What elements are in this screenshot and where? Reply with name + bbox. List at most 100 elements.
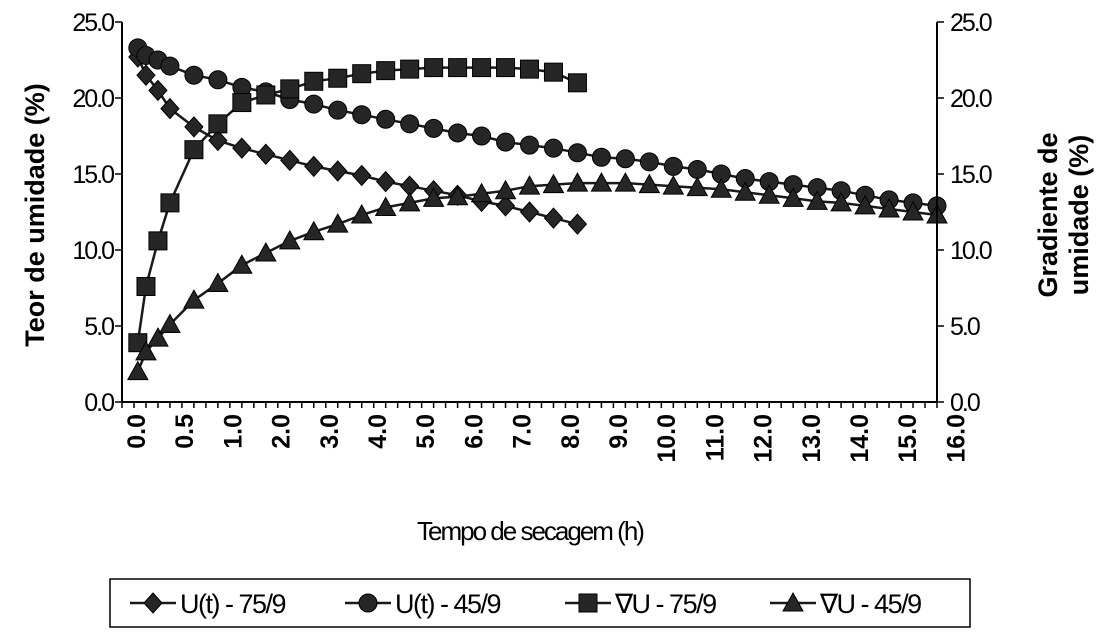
- data-point-triangle: [830, 191, 852, 212]
- data-point-diamond: [567, 213, 588, 235]
- data-point-circle: [543, 138, 563, 158]
- data-point-square: [136, 276, 156, 296]
- x-tick-label: 0.0: [123, 414, 151, 449]
- data-point-square: [256, 85, 276, 105]
- data-point-triangle: [422, 187, 445, 207]
- series-triangle: [126, 172, 948, 381]
- data-point-circle: [208, 70, 228, 90]
- x-tick-label: 0.5: [171, 414, 199, 449]
- data-point-triangle: [374, 196, 397, 216]
- data-point-triangle: [231, 254, 253, 274]
- data-point-diamond: [256, 143, 276, 165]
- data-point-triangle: [470, 182, 493, 203]
- data-point-triangle: [147, 327, 169, 347]
- data-point-circle: [567, 143, 587, 163]
- data-point-diamond: [352, 164, 372, 187]
- data-point-circle: [496, 132, 516, 152]
- data-point-diamond: [148, 79, 168, 102]
- axis-labels: Teor de umidade (%) Gradiente de umidade…: [20, 83, 1094, 546]
- x-axis-title: Tempo de secagem (h): [417, 516, 644, 546]
- data-point-square: [280, 79, 300, 99]
- data-point-square: [232, 93, 252, 113]
- y-tick-label-right: 20.0: [950, 85, 992, 113]
- legend-label: ∇U - 45/9: [819, 589, 921, 619]
- data-point-triangle: [782, 187, 805, 207]
- data-point-circle: [663, 156, 683, 176]
- legend-label: ∇U - 75/9: [614, 589, 716, 619]
- data-point-triangle: [662, 175, 685, 195]
- legend-box: [109, 578, 971, 628]
- data-point-square: [148, 231, 168, 251]
- data-point-triangle: [326, 213, 349, 233]
- data-point-triangle: [710, 178, 733, 198]
- data-point-triangle: [135, 340, 157, 361]
- data-point-triangle: [446, 185, 469, 206]
- data-point-diamond: [184, 116, 204, 138]
- data-point-triangle: [902, 200, 924, 221]
- x-tick-label: 4.0: [364, 414, 392, 449]
- data-point-triangle: [566, 172, 589, 192]
- plot-area: [126, 38, 948, 381]
- axes: 0.0 0.0 5.0 5.0 10.0 10.0 15.0 15.0 20.0 20.0 25.0…: [72, 9, 993, 463]
- x-tick-label: 5.0: [412, 414, 440, 449]
- data-point-diamond: [543, 207, 564, 229]
- y-tick-label-left: 5.0: [84, 313, 114, 341]
- y-tick-label-right: 10.0: [950, 237, 992, 265]
- data-point-circle: [328, 100, 348, 120]
- y-axis-left-title: Teor de umidade (%): [20, 83, 50, 347]
- data-point-square: [567, 73, 587, 93]
- legend-marker-diamond: [143, 592, 163, 614]
- data-point-triangle: [614, 172, 637, 192]
- legend-marker-circle: [358, 593, 378, 613]
- data-point-diamond: [160, 97, 180, 120]
- y-tick-label-left: 20.0: [72, 85, 114, 113]
- series-circle: [128, 38, 947, 216]
- data-point-square: [448, 58, 468, 78]
- data-point-circle: [304, 94, 324, 114]
- data-point-square: [472, 58, 492, 78]
- y-tick-label-right: 15.0: [950, 161, 992, 189]
- data-point-triangle: [302, 220, 325, 241]
- legend-label: U(t) - 75/9: [180, 589, 286, 619]
- data-point-square: [520, 59, 539, 79]
- y-tick-label-right: 25.0: [950, 9, 992, 37]
- data-point-circle: [184, 65, 204, 85]
- data-point-circle: [687, 159, 707, 179]
- data-point-square: [160, 193, 180, 213]
- data-point-square: [496, 58, 516, 78]
- data-point-diamond: [495, 195, 516, 217]
- data-point-diamond: [136, 64, 156, 86]
- x-tick-label: 14.0: [846, 414, 874, 463]
- data-point-triangle: [734, 181, 757, 201]
- data-point-diamond: [208, 129, 228, 152]
- y-tick-label-left: 0.0: [84, 389, 114, 417]
- data-point-square: [400, 59, 420, 79]
- x-tick-label: 7.0: [509, 414, 537, 449]
- x-tick-label: 8.0: [557, 414, 585, 449]
- y-axis-right-title-line1: Gradiente de: [1033, 132, 1063, 297]
- y-axis-right-title-line2: umidade (%): [1064, 135, 1094, 296]
- data-point-triangle: [518, 175, 541, 195]
- data-point-triangle: [398, 191, 421, 212]
- x-tick-label: 11.0: [701, 414, 729, 461]
- data-point-square: [184, 140, 204, 160]
- data-point-diamond: [232, 137, 252, 159]
- data-point-triangle: [854, 194, 876, 215]
- data-point-diamond: [304, 155, 324, 178]
- data-point-square: [304, 71, 324, 91]
- legend: U(t) - 75/9 U(t) - 45/9 ∇U - 75/9 ∇U - 45/9: [109, 578, 971, 628]
- data-point-triangle: [207, 272, 229, 292]
- x-tick-label: 12.0: [750, 414, 778, 463]
- data-point-circle: [448, 123, 468, 143]
- data-point-circle: [424, 118, 444, 138]
- data-point-circle: [615, 149, 635, 169]
- x-tick-label: 9.0: [605, 414, 633, 449]
- data-point-circle: [400, 114, 420, 134]
- data-point-square: [376, 61, 396, 81]
- data-point-diamond: [376, 170, 396, 193]
- data-point-circle: [472, 126, 492, 146]
- data-point-triangle: [686, 176, 709, 197]
- data-point-square: [543, 62, 563, 82]
- y-tick-label-left: 10.0: [72, 237, 114, 265]
- data-point-triangle: [126, 360, 149, 381]
